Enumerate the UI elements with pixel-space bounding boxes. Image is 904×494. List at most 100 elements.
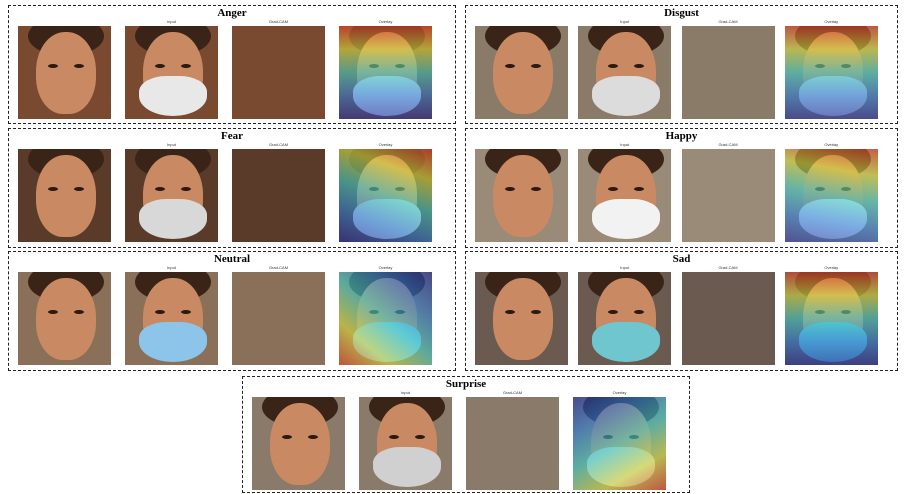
panel-title: Input — [125, 142, 218, 147]
heatmap-overlay — [785, 272, 878, 365]
image-panel — [339, 26, 432, 119]
gradcam-map — [682, 149, 775, 242]
face-mask — [592, 199, 660, 239]
face-mask — [139, 199, 207, 239]
image-panel — [785, 26, 878, 119]
group-title: Disgust — [466, 7, 897, 19]
face-image — [475, 149, 568, 242]
eye — [389, 435, 399, 439]
group-title: Surprise — [243, 378, 689, 390]
face — [493, 155, 553, 237]
gradcam-map — [232, 272, 325, 365]
heatmap-overlay — [339, 26, 432, 119]
eye — [181, 187, 191, 191]
group-title: Fear — [9, 130, 455, 142]
image-panel — [125, 272, 218, 365]
panel-title: Overlay — [573, 390, 666, 395]
panel-title: Input — [578, 265, 671, 270]
panel-title: Overlay — [339, 265, 432, 270]
face-mask — [592, 76, 660, 116]
face-image — [475, 272, 568, 365]
panel-title: Input — [359, 390, 452, 395]
face — [270, 403, 330, 485]
panel-title: Grad-CAM — [232, 142, 325, 147]
heatmap-overlay — [573, 397, 666, 490]
face — [493, 278, 553, 360]
image-panel — [359, 397, 452, 490]
eye — [505, 310, 515, 314]
eye — [74, 187, 84, 191]
group-title: Neutral — [9, 253, 455, 265]
eye — [48, 64, 58, 68]
image-panel — [573, 397, 666, 490]
eye — [181, 310, 191, 314]
image-panel — [125, 149, 218, 242]
eye — [531, 64, 541, 68]
eye — [155, 187, 165, 191]
face — [493, 32, 553, 114]
eye — [155, 64, 165, 68]
face — [36, 32, 96, 114]
panel-title: Grad-CAM — [232, 19, 325, 24]
panel-title: Overlay — [785, 142, 878, 147]
face-mask — [592, 322, 660, 362]
panel-title: Grad-CAM — [682, 265, 775, 270]
image-panel — [125, 26, 218, 119]
emotion-group: SurpriseInput Grad-CAM Overlay — [242, 376, 690, 493]
eye — [48, 187, 58, 191]
figure: AngerInputGrad-CAMOverlayDisgustInputGra… — [0, 0, 904, 494]
panel-title: Grad-CAM — [232, 265, 325, 270]
heatmap-overlay — [339, 149, 432, 242]
image-panel — [578, 149, 671, 242]
panel-title: Input — [578, 142, 671, 147]
heatmap-overlay — [785, 26, 878, 119]
eye — [415, 435, 425, 439]
group-title: Sad — [466, 253, 897, 265]
panel-title: Overlay — [339, 142, 432, 147]
eye — [181, 64, 191, 68]
heatmap-overlay — [339, 272, 432, 365]
gradcam-map — [232, 149, 325, 242]
panel-title: Input — [125, 265, 218, 270]
group-title: Happy — [466, 130, 897, 142]
face-mask — [373, 447, 441, 487]
eye — [505, 64, 515, 68]
eye — [505, 187, 515, 191]
eye — [282, 435, 292, 439]
heatmap-overlay — [785, 149, 878, 242]
gradcam-map — [232, 26, 325, 119]
image-panel — [339, 272, 432, 365]
face-image — [475, 26, 568, 119]
panel-title: Overlay — [785, 19, 878, 24]
image-panel — [785, 272, 878, 365]
panel-title: Input — [125, 19, 218, 24]
eye — [48, 310, 58, 314]
panel-title: Grad-CAM — [682, 19, 775, 24]
eye — [308, 435, 318, 439]
panel-title: Grad-CAM — [682, 142, 775, 147]
gradcam-map — [466, 397, 559, 490]
eye — [74, 64, 84, 68]
panel-title: Overlay — [339, 19, 432, 24]
face-image — [18, 149, 111, 242]
eye — [531, 310, 541, 314]
gradcam-map — [682, 26, 775, 119]
face-image — [18, 272, 111, 365]
face-image — [252, 397, 345, 490]
eye — [155, 310, 165, 314]
face — [36, 278, 96, 360]
face-mask — [139, 322, 207, 362]
gradcam-map — [682, 272, 775, 365]
image-panel — [578, 26, 671, 119]
image-panel — [339, 149, 432, 242]
eye — [74, 310, 84, 314]
face-image — [18, 26, 111, 119]
panel-title: Overlay — [785, 265, 878, 270]
group-title: Anger — [9, 7, 455, 19]
panel-title: Grad-CAM — [466, 390, 559, 395]
